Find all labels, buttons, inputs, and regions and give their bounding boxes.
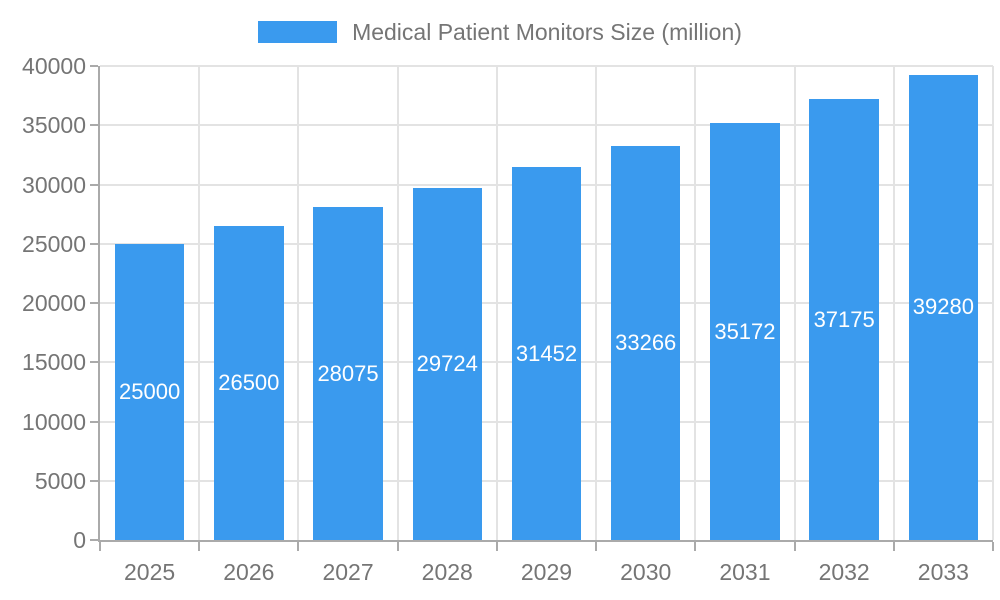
y-axis-line [98, 66, 100, 542]
y-axis-label: 25000 [22, 230, 86, 257]
y-axis-label: 20000 [22, 290, 86, 316]
x-gridline [495, 66, 498, 540]
x-gridline [694, 66, 697, 540]
bar[interactable]: 25000 [114, 243, 185, 540]
y-axis-label: 0 [73, 527, 86, 553]
y-axis-tick [90, 183, 98, 186]
bar-value-label: 29724 [416, 350, 478, 376]
bar-value-label: 31452 [515, 340, 578, 366]
y-gridline [100, 124, 993, 127]
bar-value-label: 35172 [714, 318, 776, 344]
bar[interactable]: 28075 [313, 207, 383, 540]
x-axis-tick [892, 542, 895, 551]
bar-value-label: 39280 [912, 294, 974, 320]
x-axis-label: 2029 [520, 559, 573, 585]
x-axis-tick [793, 542, 796, 551]
x-axis-tick [99, 542, 101, 551]
x-gridline [793, 66, 796, 540]
x-axis-label: 2031 [719, 559, 771, 585]
y-axis-label: 35000 [22, 112, 86, 139]
y-axis-label: 10000 [22, 408, 86, 435]
x-axis-tick [595, 542, 598, 551]
x-axis-tick [198, 542, 201, 551]
y-gridline [100, 65, 993, 67]
y-axis-tick [90, 124, 98, 127]
y-axis-label: 30000 [22, 171, 86, 198]
x-gridline [892, 66, 895, 540]
y-axis-tick [90, 479, 98, 482]
bar[interactable]: 33266 [610, 145, 681, 540]
x-axis-tick [694, 542, 697, 551]
y-axis-tick [90, 242, 98, 245]
x-axis-tick [297, 542, 300, 551]
y-axis-tick [90, 65, 98, 67]
x-axis-tick [992, 542, 994, 551]
bar-value-label: 26500 [218, 369, 280, 395]
bar-value-label: 33266 [615, 329, 677, 355]
x-axis-label: 2027 [322, 559, 374, 585]
y-axis-tick [90, 302, 98, 304]
x-gridline [595, 66, 598, 540]
x-axis-tick [495, 542, 498, 551]
y-axis-label: 15000 [22, 349, 86, 376]
x-axis-label: 2032 [818, 559, 870, 585]
bar-value-label: 37175 [813, 306, 875, 332]
x-axis-label: 2033 [917, 559, 969, 585]
bar-value-label: 28075 [317, 360, 379, 386]
bar[interactable]: 37175 [809, 99, 879, 540]
y-axis-label: 5000 [34, 467, 86, 494]
bar[interactable]: 39280 [908, 74, 979, 540]
x-gridline [198, 66, 201, 540]
y-axis-label: 40000 [22, 53, 86, 79]
y-axis-tick [90, 361, 98, 364]
x-axis-tick [396, 542, 399, 551]
y-axis-tick [90, 420, 98, 423]
bar[interactable]: 29724 [412, 187, 482, 540]
bar[interactable]: 31452 [511, 167, 582, 540]
x-gridline [396, 66, 399, 540]
x-axis-label: 2025 [124, 559, 176, 585]
x-axis-label: 2028 [421, 559, 473, 585]
y-axis-tick [90, 539, 98, 541]
plot-area: 0 5000 10000 15000 20000 25000 30000 35000 40000… [22, 53, 994, 585]
x-axis-line [98, 540, 993, 542]
legend-label: Medical Patient Monitors Size (million) [352, 19, 742, 45]
x-axis-label: 2030 [620, 559, 672, 585]
legend[interactable]: Medical Patient Monitors Size (million) [0, 20, 1000, 44]
bar-value-label: 25000 [119, 378, 181, 404]
bar[interactable]: 35172 [710, 123, 780, 540]
x-axis-label: 2026 [223, 559, 275, 585]
legend-swatch-icon [258, 21, 338, 43]
x-gridline [992, 66, 994, 540]
x-gridline [297, 66, 300, 540]
bar[interactable]: 26500 [214, 225, 284, 540]
